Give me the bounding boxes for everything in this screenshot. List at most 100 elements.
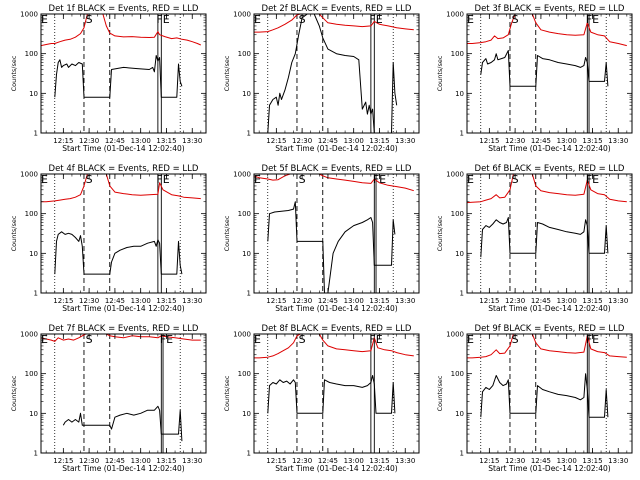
series-line-lld (254, 14, 414, 33)
x-tick-label: 12:45 (531, 297, 551, 305)
phase-marker-s: S (86, 333, 93, 346)
phase-marker-e: E (41, 173, 48, 186)
x-tick-label: 13:00 (557, 457, 577, 465)
series-line-lld (467, 14, 627, 47)
x-tick-label: 12:45 (105, 297, 125, 305)
y-axis-label: Counts/sec (223, 55, 231, 91)
y-tick-label: 1 (247, 290, 251, 298)
phase-marker-e: E (254, 173, 261, 186)
panel-title: Det 8f BLACK = Events, RED = LLD (262, 324, 412, 334)
y-axis-label: Counts/sec (436, 55, 444, 91)
y-tick-label: 1 (34, 130, 38, 138)
y-tick-label: 1000 (446, 331, 464, 339)
y-tick-label: 10 (242, 250, 251, 258)
x-tick-label: 12:45 (318, 297, 338, 305)
series-line-events (267, 14, 398, 133)
series-line-events (480, 217, 609, 258)
x-tick-label: 12:30 (292, 297, 312, 305)
phase-marker-e: E (254, 333, 261, 346)
x-tick-label: 13:00 (344, 457, 364, 465)
x-tick-label: 12:15 (53, 137, 73, 145)
x-tick-label: 12:15 (53, 297, 73, 305)
y-tick-label: 1000 (20, 171, 38, 179)
y-tick-label: 1 (34, 450, 38, 458)
phase-marker-e: E (467, 333, 474, 346)
x-tick-label: 12:30 (79, 137, 99, 145)
y-tick-label: 1000 (446, 11, 464, 19)
x-axis-label: Start Time (01-Dec-14 12:02:40) (488, 144, 610, 153)
panel-title: Det 4f BLACK = Events, RED = LLD (49, 164, 199, 174)
panel-frame (40, 173, 207, 294)
x-tick-label: 12:30 (79, 457, 99, 465)
panel-plot-area (467, 334, 627, 453)
phase-marker-s: S (299, 173, 306, 186)
x-tick-label: 13:30 (608, 457, 628, 465)
y-tick-label: 10 (242, 410, 251, 418)
y-tick-label: 100 (238, 50, 251, 58)
y-tick-label: 1000 (233, 171, 251, 179)
x-tick-label: 13:30 (182, 137, 202, 145)
panel-title: Det 2f BLACK = Events, RED = LLD (262, 4, 412, 14)
series-line-events (54, 55, 183, 98)
y-tick-label: 1000 (20, 11, 38, 19)
x-tick-label: 13:00 (344, 297, 364, 305)
series-line-lld (467, 174, 627, 204)
series-line-lld (467, 334, 627, 359)
phase-marker-e: E (41, 13, 48, 26)
y-tick-label: 1 (247, 450, 251, 458)
panel-det-6: Det 6f BLACK = Events, RED = LLD 1 10 100 10… (436, 164, 633, 313)
y-tick-label: 1000 (446, 171, 464, 179)
phase-marker-s: S (299, 333, 306, 346)
x-tick-label: 13:00 (131, 457, 151, 465)
y-axis-label: Counts/sec (223, 215, 231, 251)
x-tick-label: 12:15 (53, 457, 73, 465)
x-tick-label: 12:30 (292, 457, 312, 465)
phase-marker-fe: FE (156, 173, 169, 186)
x-tick-label: 12:45 (318, 137, 338, 145)
x-axis-label: Start Time (01-Dec-14 12:02:40) (275, 304, 397, 313)
y-tick-label: 1 (460, 450, 464, 458)
y-tick-label: 1 (460, 290, 464, 298)
x-axis-label: Start Time (01-Dec-14 12:02:40) (62, 144, 184, 153)
x-tick-label: 13:15 (156, 137, 176, 145)
panel-det-9: Det 9f BLACK = Events, RED = LLD 1 10 100 10… (436, 324, 633, 473)
x-tick-label: 13:30 (182, 457, 202, 465)
y-tick-label: 100 (25, 370, 38, 378)
y-tick-label: 100 (25, 50, 38, 58)
phase-marker-fe: FE (156, 13, 169, 26)
phase-marker-fe: FE (586, 333, 599, 346)
x-tick-label: 12:15 (266, 457, 286, 465)
x-tick-label: 12:15 (266, 297, 286, 305)
y-tick-label: 1000 (233, 331, 251, 339)
phase-marker-fe: FE (586, 13, 599, 26)
phase-marker-fe: FE (369, 13, 382, 26)
phase-marker-s: S (512, 333, 519, 346)
y-tick-label: 100 (451, 210, 464, 218)
y-tick-label: 10 (455, 410, 464, 418)
y-tick-label: 10 (29, 410, 38, 418)
panel-title: Det 1f BLACK = Events, RED = LLD (49, 4, 199, 14)
x-tick-label: 13:30 (608, 297, 628, 305)
x-tick-label: 12:30 (292, 137, 312, 145)
y-tick-label: 1 (34, 290, 38, 298)
phase-marker-s: S (299, 13, 306, 26)
panel-title: Det 3f BLACK = Events, RED = LLD (475, 4, 625, 14)
panel-plot-area (41, 14, 202, 133)
series-line-events (54, 231, 183, 275)
x-axis-label: Start Time (01-Dec-14 12:02:40) (488, 464, 610, 473)
x-tick-label: 13:15 (369, 297, 389, 305)
x-tick-label: 12:30 (505, 297, 525, 305)
x-axis-label: Start Time (01-Dec-14 12:02:40) (62, 304, 184, 313)
series-line-events (62, 405, 183, 442)
series-line-events (267, 375, 396, 414)
y-axis-label: Counts/sec (223, 375, 231, 411)
phase-marker-s: S (512, 173, 519, 186)
phase-marker-s: S (86, 173, 93, 186)
y-axis-label: Counts/sec (10, 215, 18, 251)
series-line-lld (41, 334, 201, 342)
phase-marker-s: S (512, 13, 519, 26)
panel-title: Det 6f BLACK = Events, RED = LLD (475, 164, 625, 174)
panel-det-3: Det 3f BLACK = Events, RED = LLD 1 10 100 10… (436, 4, 633, 153)
y-axis-label: Counts/sec (10, 55, 18, 91)
series-line-lld (254, 174, 414, 192)
